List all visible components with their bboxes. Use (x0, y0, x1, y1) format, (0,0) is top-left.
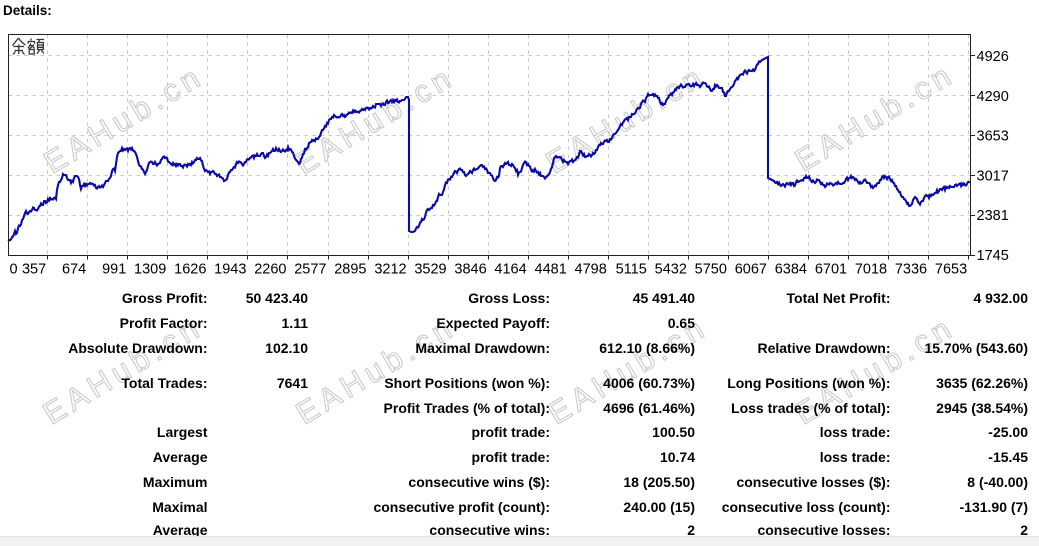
svg-text:7018: 7018 (855, 262, 887, 278)
svg-text:1745: 1745 (977, 248, 1009, 264)
svg-text:3653: 3653 (977, 129, 1009, 145)
svg-text:5750: 5750 (695, 262, 727, 278)
svg-text:6384: 6384 (775, 262, 807, 278)
svg-text:6701: 6701 (815, 262, 847, 278)
svg-text:4164: 4164 (494, 262, 526, 278)
svg-text:1309: 1309 (134, 262, 166, 278)
svg-text:6067: 6067 (735, 262, 767, 278)
svg-text:4481: 4481 (535, 262, 567, 278)
svg-text:3846: 3846 (454, 262, 486, 278)
svg-text:3017: 3017 (977, 168, 1009, 184)
svg-text:357: 357 (22, 262, 46, 278)
svg-text:EAHub.cn: EAHub.cn (789, 56, 961, 178)
svg-text:EAHub.cn: EAHub.cn (289, 59, 461, 181)
svg-text:991: 991 (102, 262, 126, 278)
svg-text:2577: 2577 (294, 262, 326, 278)
svg-text:4290: 4290 (977, 89, 1009, 105)
svg-text:2260: 2260 (254, 262, 286, 278)
svg-text:4926: 4926 (977, 49, 1009, 65)
svg-text:1626: 1626 (174, 262, 206, 278)
svg-text:EAHub.cn: EAHub.cn (38, 58, 210, 180)
svg-text:674: 674 (62, 262, 86, 278)
svg-text:4798: 4798 (575, 262, 607, 278)
svg-text:5432: 5432 (655, 262, 687, 278)
svg-text:5115: 5115 (616, 262, 647, 278)
svg-text:1943: 1943 (214, 262, 246, 278)
svg-text:7336: 7336 (895, 262, 927, 278)
svg-text:7653: 7653 (935, 262, 967, 278)
svg-text:3529: 3529 (414, 262, 446, 278)
svg-text:2895: 2895 (334, 262, 366, 278)
svg-text:2381: 2381 (977, 208, 1009, 224)
svg-text:0: 0 (10, 262, 18, 278)
svg-text:3212: 3212 (374, 262, 406, 278)
